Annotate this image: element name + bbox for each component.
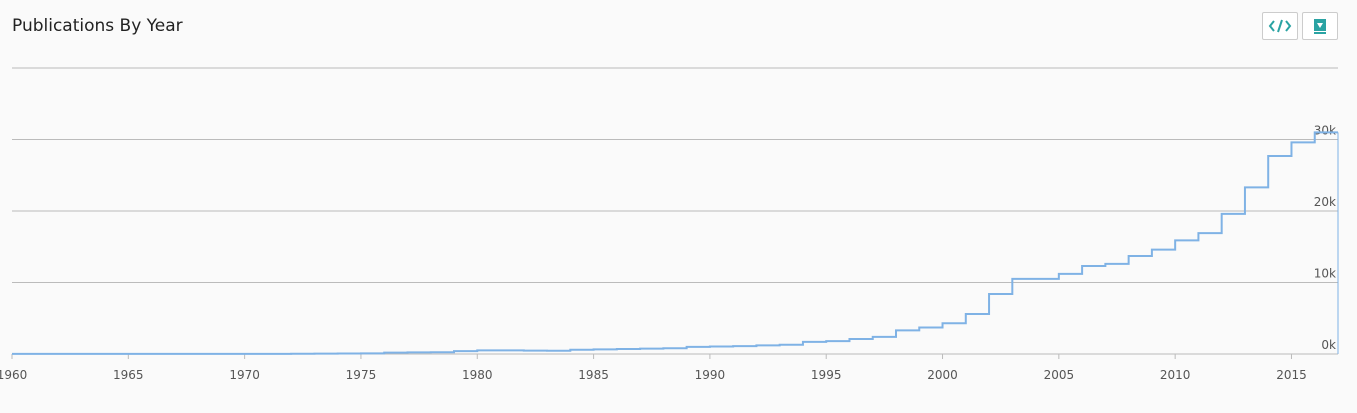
x-tick-label: 1975 xyxy=(346,368,377,382)
x-tick-label: 2000 xyxy=(927,368,958,382)
x-tick-label: 1960 xyxy=(0,368,27,382)
x-tick-label: 2015 xyxy=(1276,368,1307,382)
embed-button[interactable] xyxy=(1262,12,1298,40)
x-tick-label: 1995 xyxy=(811,368,842,382)
y-tick-label: 10k xyxy=(1314,267,1336,281)
x-tick-label: 2010 xyxy=(1160,368,1191,382)
y-tick-label: 30k xyxy=(1314,124,1336,138)
download-button[interactable] xyxy=(1302,12,1338,40)
y-tick-label: 0k xyxy=(1321,338,1336,352)
chart-title: Publications By Year xyxy=(12,16,183,36)
x-tick-label: 2005 xyxy=(1044,368,1075,382)
download-icon xyxy=(1314,19,1326,34)
embed-icon xyxy=(1268,19,1292,33)
x-tick-label: 1985 xyxy=(578,368,609,382)
x-tick-label: 1965 xyxy=(113,368,144,382)
x-tick-label: 1970 xyxy=(229,368,260,382)
y-tick-label: 20k xyxy=(1314,195,1336,209)
x-tick-label: 1980 xyxy=(462,368,493,382)
x-tick-label: 1990 xyxy=(695,368,726,382)
step-line xyxy=(12,131,1338,355)
